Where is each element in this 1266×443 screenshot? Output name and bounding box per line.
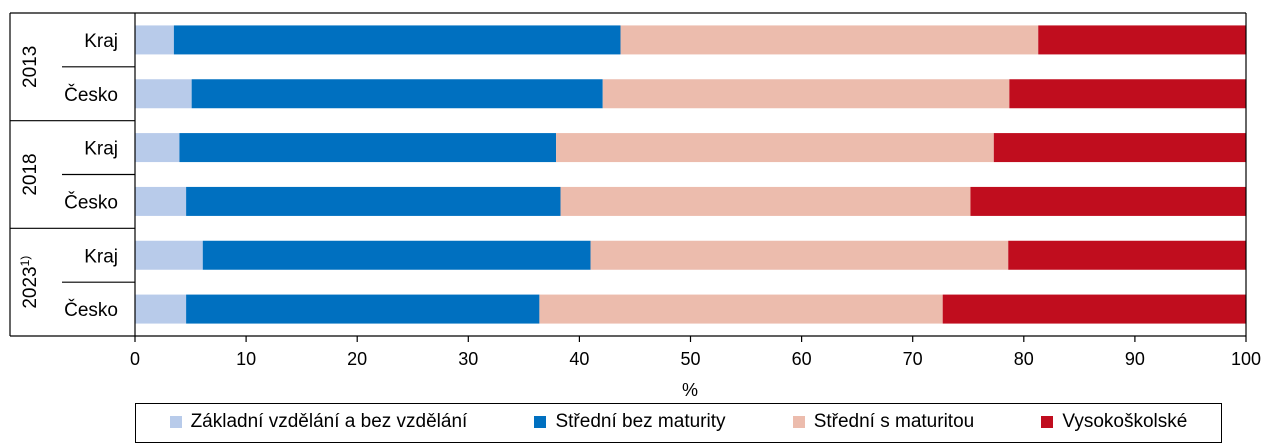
bar-kraj-2013-series-0: [135, 25, 174, 55]
bar-kraj-2018-series-2: [556, 133, 994, 163]
x-axis-ticks: 0 10 20 30 40 50 60 70 80 90 100: [130, 336, 1261, 369]
category-label: Kraj: [84, 31, 118, 52]
category-label: Česko: [64, 299, 118, 321]
bar-česko-2013-series-1: [191, 79, 603, 109]
education-structure-chart: Kraj Česko Kraj Česko Kraj Česko 2013 2018 2023…: [9, 12, 1261, 400]
bar-kraj-2013-series-1: [173, 25, 621, 55]
legend-swatch: [792, 416, 805, 428]
x-axis-label: %: [682, 380, 698, 400]
bar-česko-2023-series-1: [186, 294, 540, 324]
x-tick-label: 100: [1231, 349, 1261, 369]
x-tick-label: 70: [903, 349, 923, 369]
bar-kraj-2018-series-1: [179, 133, 557, 163]
legend-swatch: [534, 416, 547, 428]
x-tick-label: 0: [130, 349, 140, 369]
legend-label: Vysokoškolské: [1062, 411, 1188, 432]
bar-česko-2018-series-2: [560, 186, 971, 216]
bar-kraj-2018-series-3: [993, 133, 1246, 163]
category-label: Kraj: [84, 139, 118, 160]
legend-label: Střední bez maturity: [555, 411, 726, 432]
bar-kraj-2023-series-2: [590, 240, 1009, 270]
legend-swatch: [1041, 416, 1054, 428]
legend-item: Střední s maturitou: [792, 411, 975, 433]
group-labels: 2013 2018 20231): [18, 46, 41, 309]
legend-label: Základní vzdělání a bez vzdělání: [190, 411, 468, 432]
category-label: Česko: [64, 84, 118, 106]
legend-item: Vysokoškolské: [1041, 411, 1187, 433]
category-label: Kraj: [84, 246, 118, 267]
x-tick-label: 10: [236, 349, 256, 369]
bar-česko-2013-series-0: [135, 79, 192, 109]
bar-česko-2018-series-0: [135, 186, 187, 216]
x-tick-label: 30: [458, 349, 478, 369]
legend-item: Střední bez maturity: [534, 411, 726, 433]
legend: Základní vzdělání a bez vzdělání Střední …: [135, 403, 1222, 443]
chart-frame: [9, 12, 1247, 337]
group-label-2018: 2018: [20, 153, 41, 195]
x-tick-label: 90: [1125, 349, 1145, 369]
x-tick-label: 20: [347, 349, 367, 369]
bar-česko-2023-series-0: [135, 294, 187, 324]
x-tick-label: 50: [680, 349, 700, 369]
x-tick-label: 40: [569, 349, 589, 369]
bars-layer: [135, 25, 1246, 324]
bar-kraj-2013-series-2: [620, 25, 1039, 55]
bar-kraj-2023-series-0: [135, 240, 203, 270]
x-tick-label: 80: [1014, 349, 1034, 369]
bar-kraj-2018-series-0: [135, 133, 180, 163]
bar-kraj-2023-series-1: [202, 240, 591, 270]
bar-česko-2018-series-1: [186, 186, 561, 216]
group-label-2013: 2013: [20, 46, 41, 88]
category-labels: Kraj Česko Kraj Česko Kraj Česko: [64, 31, 118, 321]
legend-swatch: [169, 416, 182, 428]
bar-česko-2023-series-3: [942, 294, 1246, 324]
bar-kraj-2013-series-3: [1038, 25, 1246, 55]
legend-item: Základní vzdělání a bez vzdělání: [169, 411, 468, 433]
bar-česko-2013-series-2: [602, 79, 1010, 109]
group-label-2023: 20231): [18, 256, 41, 309]
bar-kraj-2023-series-3: [1008, 240, 1246, 270]
bar-česko-2023-series-2: [539, 294, 943, 324]
bar-česko-2018-series-3: [970, 186, 1246, 216]
x-tick-label: 60: [792, 349, 812, 369]
category-label: Česko: [64, 191, 118, 213]
legend-label: Střední s maturitou: [813, 411, 975, 432]
bar-česko-2013-series-3: [1009, 79, 1246, 109]
